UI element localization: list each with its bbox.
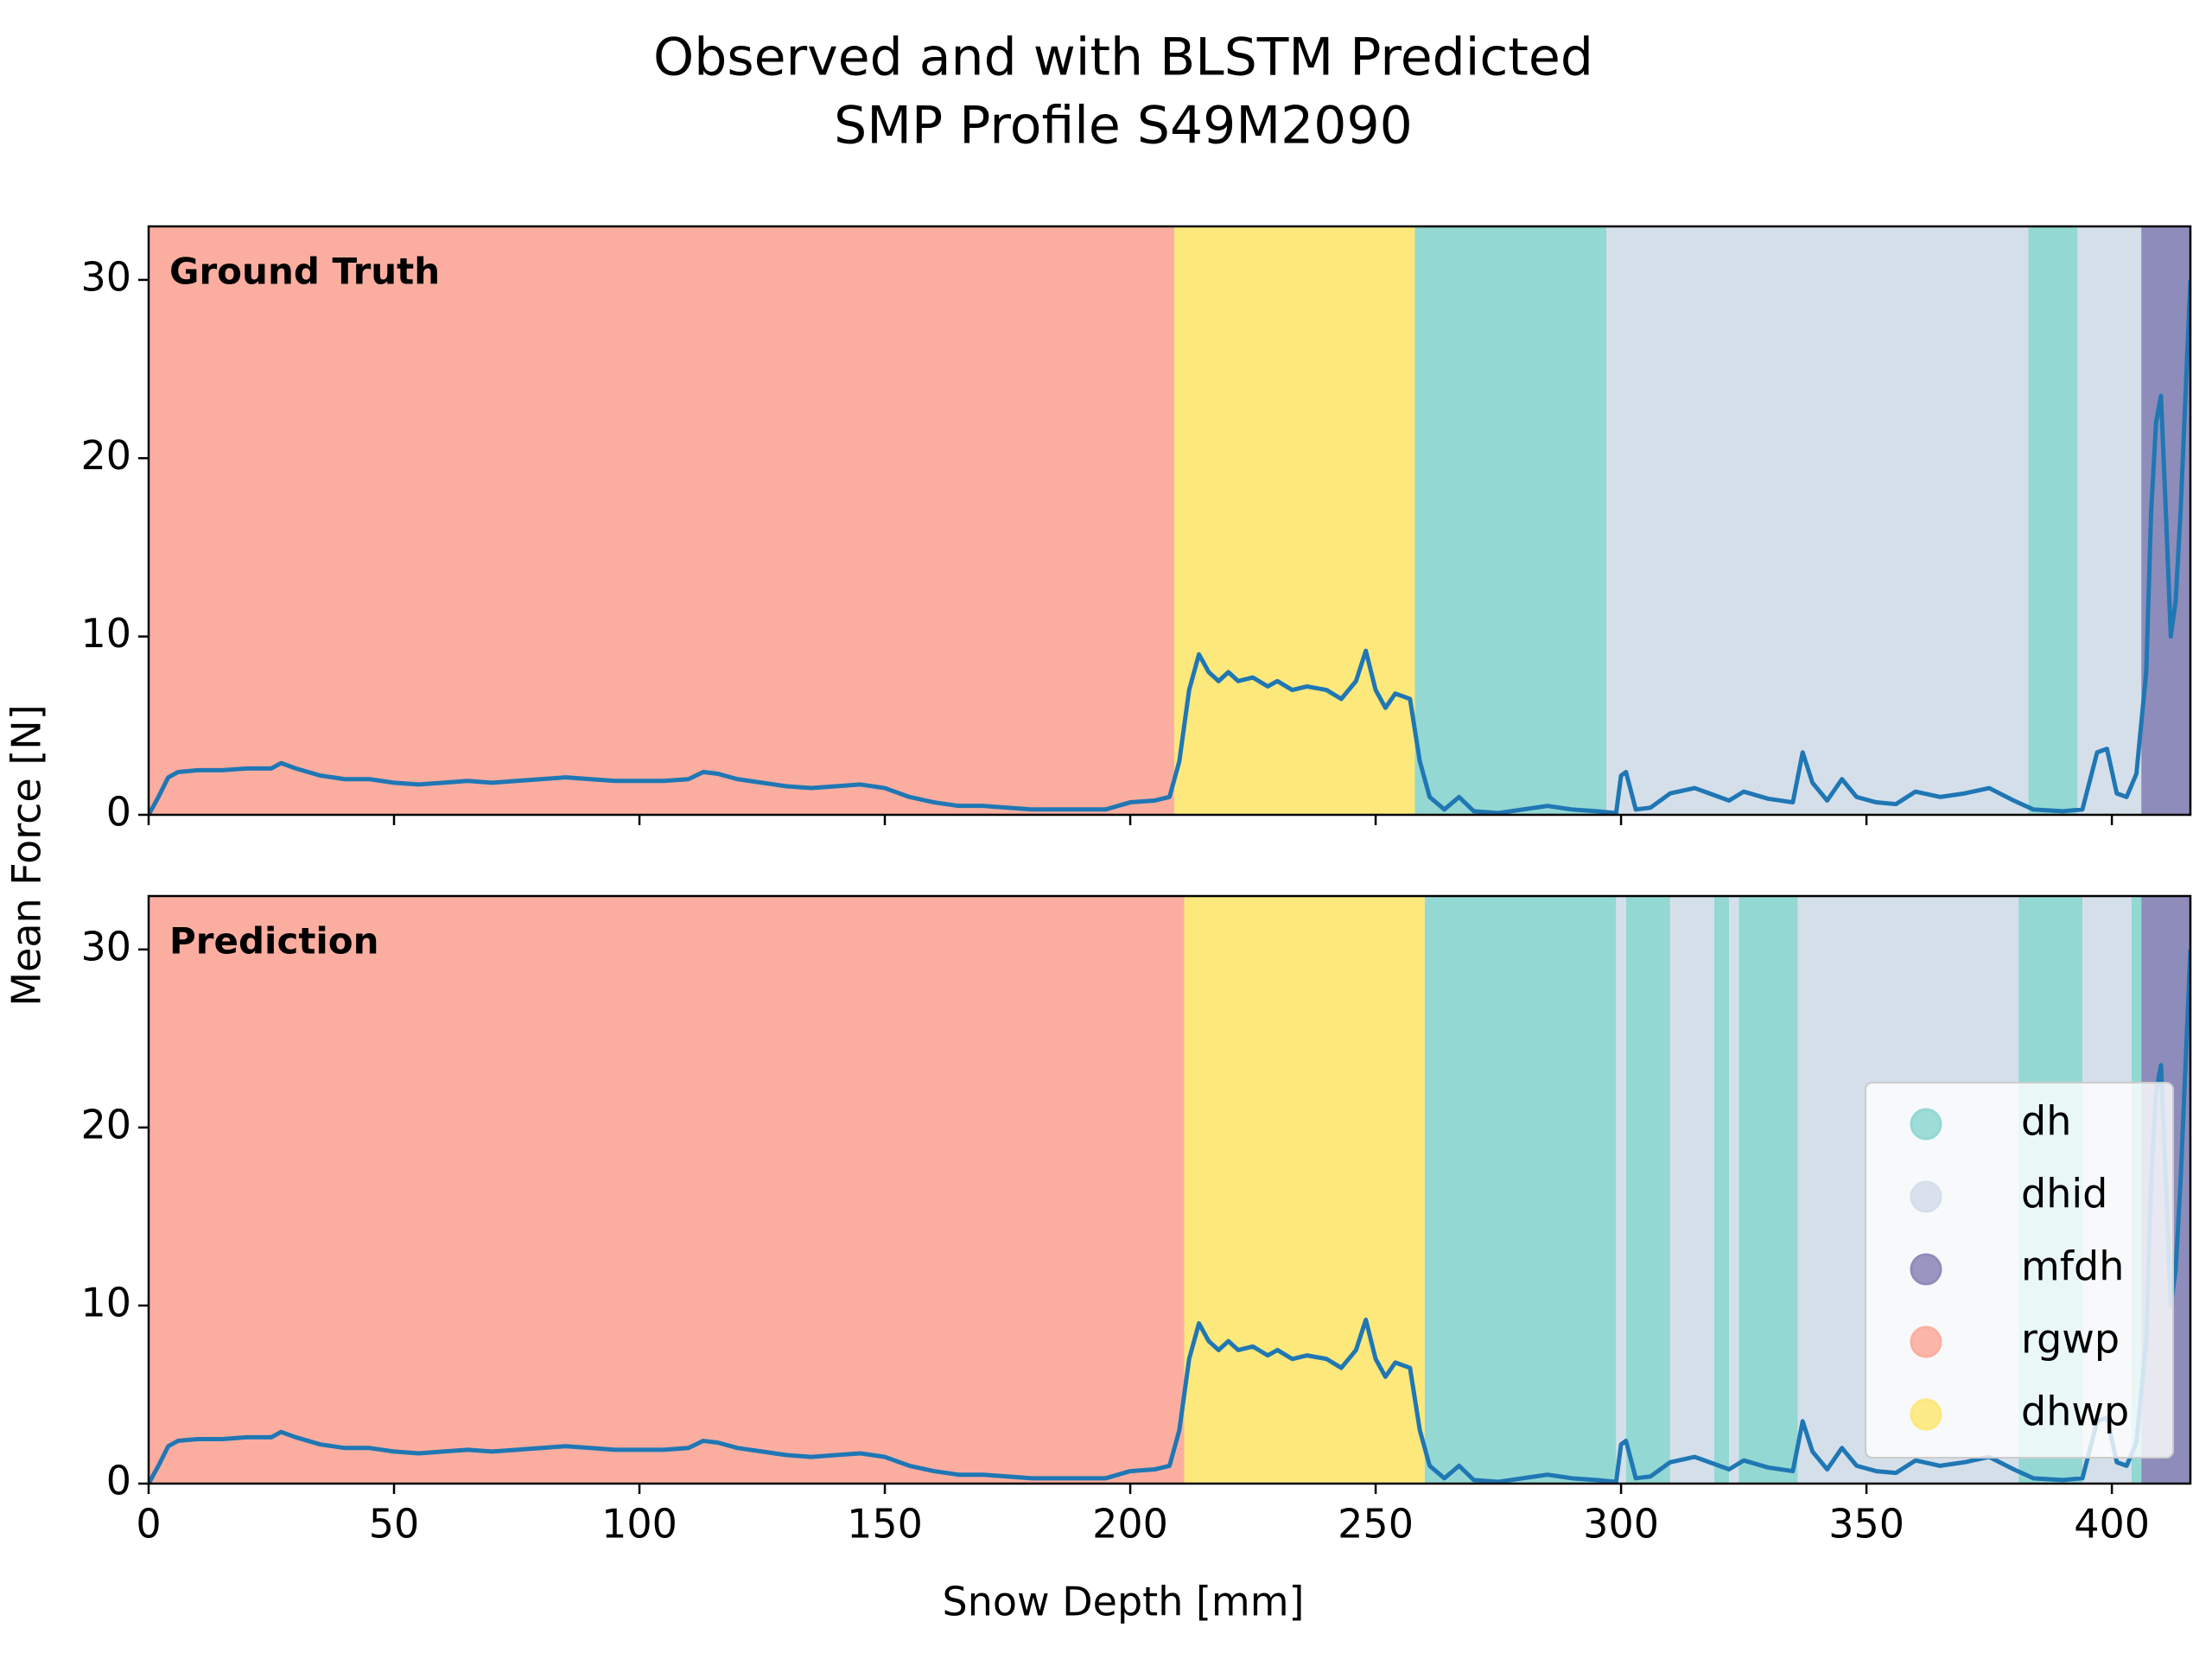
class-span <box>2028 226 2078 815</box>
class-span <box>1174 226 1415 815</box>
class-span <box>149 896 1185 1484</box>
x-axis-label: Snow Depth [mm] <box>943 1579 1305 1625</box>
chart-title: Observed and with BLSTM Predicted <box>653 28 1593 88</box>
panel-label: Ground Truth <box>169 251 440 293</box>
legend-marker <box>1910 1180 1942 1213</box>
legend-marker <box>1910 1108 1942 1141</box>
y-tick-label: 10 <box>80 610 131 657</box>
class-span <box>1738 896 1798 1484</box>
class-span <box>1184 896 1425 1484</box>
y-tick-label: 30 <box>80 923 131 969</box>
legend-label: dhwp <box>2021 1389 2129 1435</box>
class-span <box>149 226 1175 815</box>
x-tick-label: 100 <box>601 1501 677 1548</box>
class-span <box>1625 896 1670 1484</box>
class-span <box>1729 896 1739 1484</box>
x-tick-label: 200 <box>1092 1501 1168 1548</box>
y-tick-label: 10 <box>80 1279 131 1325</box>
y-axis-label: Mean Force [N] <box>3 704 50 1006</box>
y-tick-label: 20 <box>80 432 131 479</box>
y-tick-label: 0 <box>106 789 131 836</box>
x-tick-label: 400 <box>2074 1501 2150 1548</box>
y-tick-label: 30 <box>80 253 131 300</box>
axes-frame <box>147 894 2192 1485</box>
x-tick-label: 250 <box>1338 1501 1414 1548</box>
x-tick-label: 350 <box>1828 1501 1904 1548</box>
legend-marker <box>1910 1325 1942 1358</box>
legend-label: mfdh <box>2021 1243 2124 1290</box>
x-tick-label: 300 <box>1583 1501 1659 1548</box>
axes-frame <box>147 225 2192 817</box>
class-span <box>1616 896 1626 1484</box>
y-tick-label: 0 <box>106 1458 131 1504</box>
x-tick-label: 150 <box>847 1501 923 1548</box>
class-span <box>1669 896 1715 1484</box>
force-line <box>149 949 2190 1484</box>
panel-label: Prediction <box>169 920 379 963</box>
force-line <box>149 279 2190 815</box>
x-tick-label: 50 <box>369 1501 420 1548</box>
legend-marker <box>1910 1398 1942 1431</box>
legend-marker <box>1910 1253 1942 1286</box>
legend-label: dh <box>2021 1098 2071 1145</box>
legend-label: dhid <box>2021 1171 2107 1217</box>
class-span <box>1424 896 1617 1484</box>
chart-subtitle: SMP Profile S49M2090 <box>834 96 1413 156</box>
class-span <box>1414 226 1607 815</box>
class-span <box>1714 896 1730 1484</box>
y-tick-label: 20 <box>80 1101 131 1147</box>
class-span <box>2077 226 2142 815</box>
x-tick-label: 0 <box>136 1501 161 1548</box>
class-span <box>1606 226 2029 815</box>
legend-label: rgwp <box>2021 1316 2120 1363</box>
legend-box <box>1865 1082 2174 1459</box>
